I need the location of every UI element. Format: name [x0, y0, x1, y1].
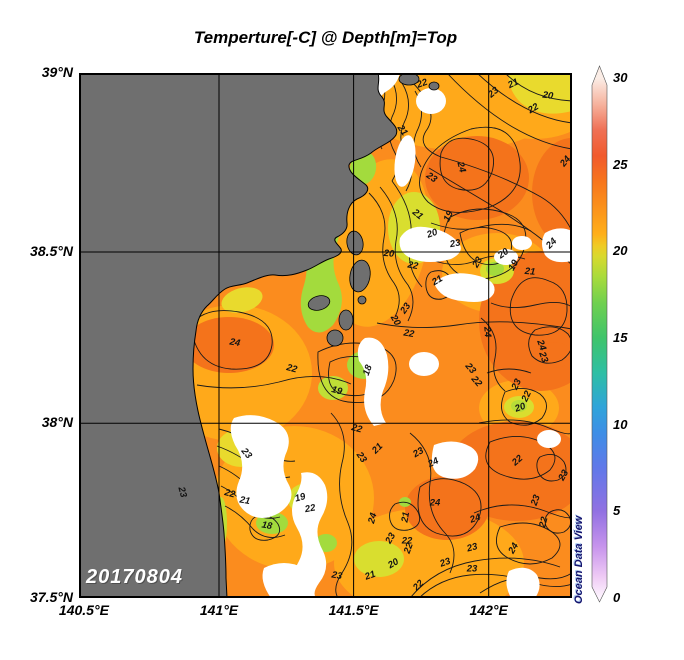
contour-label: 21: [505, 77, 520, 92]
land-mass: [78, 72, 440, 599]
contour-label: 22: [401, 541, 416, 556]
colorbar-tick-label: 30: [613, 70, 628, 85]
contour-label: 22: [222, 487, 237, 501]
islands: [307, 72, 440, 347]
contour-label: 23: [466, 563, 478, 574]
contour-label: 24: [228, 336, 242, 349]
y-tick-label: 38°N: [41, 414, 73, 431]
colorbar-tick-label: 20: [613, 243, 628, 259]
contour-label: 20: [382, 248, 395, 260]
contour-label: 24: [481, 325, 493, 338]
contour-label: 24: [467, 512, 482, 527]
contour-label: 22: [284, 362, 299, 376]
contour-label: 21: [429, 273, 445, 288]
contour-label: 23: [509, 377, 524, 393]
contour-label: 21: [238, 494, 251, 507]
plot-title: Temperture[-C] @ Depth[m]=Top: [193, 28, 458, 47]
x-tick-label: 140.5°E: [58, 602, 109, 618]
colorbar-tick-label: 25: [613, 156, 628, 172]
contour-label: 21: [394, 122, 410, 138]
grid-lines: [81, 75, 570, 596]
odv-watermark: Ocean Data View: [573, 515, 585, 604]
contour-label: 21: [523, 266, 535, 278]
contour-label: 21: [399, 511, 412, 524]
contour-label: 20: [512, 401, 527, 416]
contour-label: 20: [541, 89, 555, 102]
contour-label: 22: [519, 389, 534, 405]
colorbar-tick-label: 0: [613, 590, 621, 605]
contour-label: 19: [330, 384, 344, 398]
contour-label: 23: [528, 493, 543, 508]
contour-label: 20: [424, 227, 439, 242]
contour-label: 24: [454, 160, 468, 175]
contour-label: 21: [362, 569, 377, 583]
x-tick-label: 141.5°E: [328, 602, 379, 618]
y-tick-label: 37.5°N: [30, 589, 73, 605]
x-tick-label: 142°E: [469, 602, 508, 618]
contour-lines: [190, 72, 573, 599]
contour-label: 19: [294, 491, 308, 505]
contour-label: 22: [303, 502, 317, 515]
contour-label: 22: [349, 422, 364, 436]
x-tick-label: 141°E: [199, 602, 239, 618]
contour-label: 23: [465, 541, 480, 555]
contour-label: 23: [437, 556, 452, 571]
contour-label: 24: [425, 455, 441, 470]
colorbar-gradient-bar: [591, 65, 608, 603]
contour-label: 23: [330, 569, 344, 582]
contour-label: 23: [448, 237, 462, 250]
contour-label: 22: [406, 259, 420, 272]
contour-label: 18: [361, 363, 375, 377]
contour-label: 22: [401, 535, 413, 546]
contour-label: 19: [442, 209, 457, 224]
y-tick-label: 38.5°N: [30, 243, 73, 260]
y-tick-label: 39°N: [41, 64, 73, 80]
contour-label: 24: [534, 337, 549, 352]
colorbar-tick-label: 15: [613, 330, 628, 345]
contour-label: 22: [414, 77, 429, 92]
colorbar-tick-label: 10: [613, 416, 628, 432]
colorbar-tick-label: 5: [613, 503, 621, 519]
contour-label: 24: [429, 497, 441, 508]
contour-label: 23: [175, 485, 189, 500]
colorbar: [591, 64, 609, 604]
contour-label: 22: [537, 515, 551, 530]
map-frame: [79, 73, 572, 598]
contour-label: 22: [402, 327, 416, 340]
date-label: 20170804: [86, 566, 183, 588]
contour-label: 23: [536, 349, 551, 364]
contour-label: 18: [261, 519, 274, 532]
map-plot-area: 22 21 23 20 22 21 24 23 24 21 19 20 23 20 22 23 21 20 22 23…: [78, 63, 612, 618]
contour-label: 24: [366, 511, 380, 526]
